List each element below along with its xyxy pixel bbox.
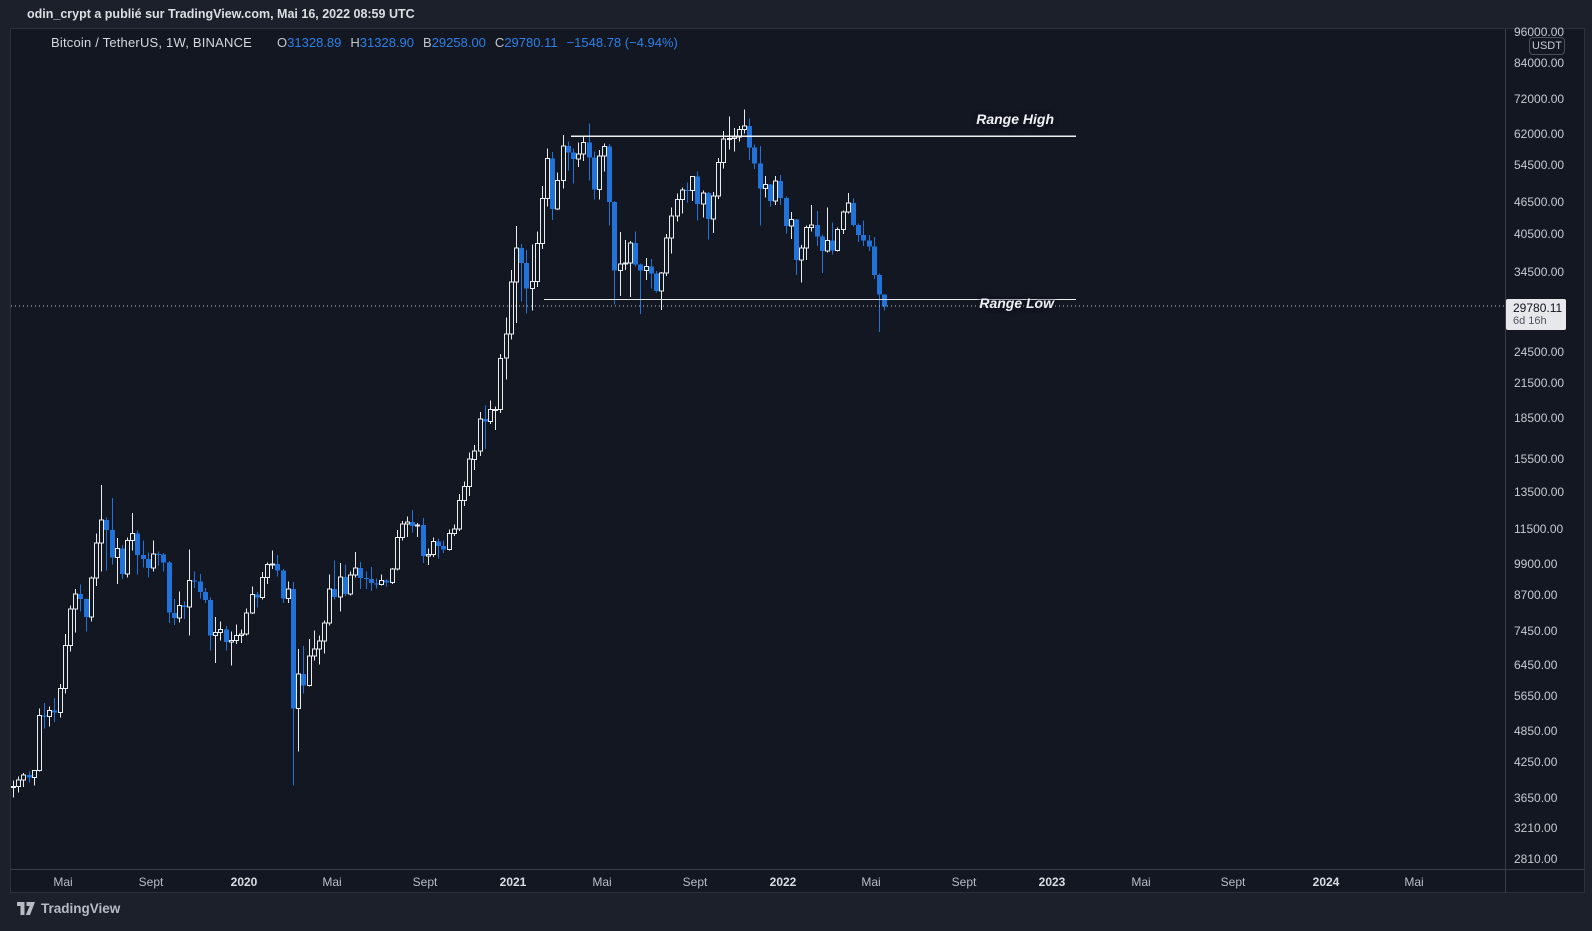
time-axis[interactable]: Mai Sept 2020 Mai Sept 2021 Mai Sept 2022 Mai Sept… — [11, 869, 1505, 893]
price-tick: 4850.00 — [1514, 724, 1558, 738]
price-tick: 21500.00 — [1514, 376, 1565, 390]
price-tick: 3650.00 — [1514, 791, 1558, 805]
time-tick: Mai — [1404, 875, 1424, 889]
price-tick: 84000.00 — [1514, 56, 1565, 70]
ohlc-key: H — [350, 35, 360, 50]
last-price-label: 29780.11 6d 16h — [1506, 299, 1566, 330]
price-tick: 9900.00 — [1514, 557, 1558, 571]
ohlc-val: 29258.00 — [431, 35, 486, 50]
price-tick: 6450.00 — [1514, 658, 1558, 672]
ohlc-val: 29780.11 — [504, 35, 558, 50]
price-tick: 72000.00 — [1514, 92, 1565, 106]
ohlc-values: O31328.89 H31328.90 B29258.00 C29780.11 — [268, 35, 558, 50]
price-tick: 24500.00 — [1514, 345, 1565, 359]
price-tick: 4250.00 — [1514, 755, 1558, 769]
price-tick: 2810.00 — [1514, 852, 1558, 866]
time-tick: 2024 — [1312, 875, 1340, 889]
time-tick: Mai — [861, 875, 881, 889]
price-tick: 34500.00 — [1514, 265, 1565, 279]
ohlc-key: O — [277, 35, 288, 50]
price-tick: 15500.00 — [1514, 452, 1565, 466]
currency-toggle-button[interactable]: USDT — [1529, 37, 1565, 55]
publish-info-bar: odin_crypt a publié sur TradingView.com,… — [0, 0, 1592, 28]
publish-info-text: odin_crypt a publié sur TradingView.com,… — [27, 7, 415, 21]
price-tick: 5650.00 — [1514, 689, 1558, 703]
change-value: −1548.78 (−4.94%) — [566, 35, 678, 50]
time-tick: 2020 — [230, 875, 258, 889]
price-tick: 96000.00 — [1514, 25, 1565, 39]
tradingview-logo-icon — [17, 902, 35, 915]
tradingview-attribution[interactable]: TradingView — [17, 901, 120, 916]
price-axis[interactable]: USDT 96000.00 84000.00 72000.00 62000.00 545… — [1505, 25, 1585, 869]
ohlc-key: C — [494, 35, 505, 50]
price-tick: 7450.00 — [1514, 624, 1558, 638]
time-tick: Mai — [53, 875, 73, 889]
price-tick: 13500.00 — [1514, 485, 1565, 499]
time-tick: Sept — [1220, 875, 1246, 889]
last-price-value: 29780.11 — [1513, 301, 1563, 315]
price-tick: 11500.00 — [1514, 522, 1564, 536]
price-tick: 54500.00 — [1514, 158, 1565, 172]
chart-pane[interactable]: Bitcoin / TetherUS, 1W, BINANCE O31328.89… — [11, 29, 1505, 869]
tradingview-logo-text: TradingView — [41, 901, 121, 916]
time-tick: Mai — [1131, 875, 1151, 889]
ohlc-val: 31328.89 — [287, 35, 342, 50]
time-tick: Mai — [322, 875, 342, 889]
time-tick: Sept — [412, 875, 438, 889]
price-tick: 40500.00 — [1514, 227, 1565, 241]
symbol-title[interactable]: Bitcoin / TetherUS, 1W, BINANCE — [51, 35, 253, 50]
time-tick: 2022 — [769, 875, 797, 889]
ohlc-key: B — [423, 35, 432, 50]
price-tick: 18500.00 — [1514, 411, 1565, 425]
symbol-legend[interactable]: Bitcoin / TetherUS, 1W, BINANCE O31328.89… — [51, 35, 678, 53]
bar-countdown: 6d 16h — [1513, 315, 1547, 327]
candlestick-chart[interactable] — [11, 29, 1505, 869]
price-tick: 8700.00 — [1514, 588, 1558, 602]
axis-corner — [1505, 869, 1585, 893]
time-tick: 2021 — [499, 875, 527, 889]
price-tick: 62000.00 — [1514, 127, 1565, 141]
time-tick: Sept — [951, 875, 977, 889]
time-tick: Sept — [682, 875, 708, 889]
price-tick: 3210.00 — [1514, 821, 1558, 835]
time-tick: Sept — [138, 875, 164, 889]
time-tick: Mai — [592, 875, 612, 889]
price-tick: 46500.00 — [1514, 195, 1565, 209]
ohlc-val: 31328.90 — [359, 35, 415, 50]
chart-widget: Bitcoin / TetherUS, 1W, BINANCE O31328.89… — [10, 25, 1585, 893]
time-tick: 2023 — [1038, 875, 1066, 889]
